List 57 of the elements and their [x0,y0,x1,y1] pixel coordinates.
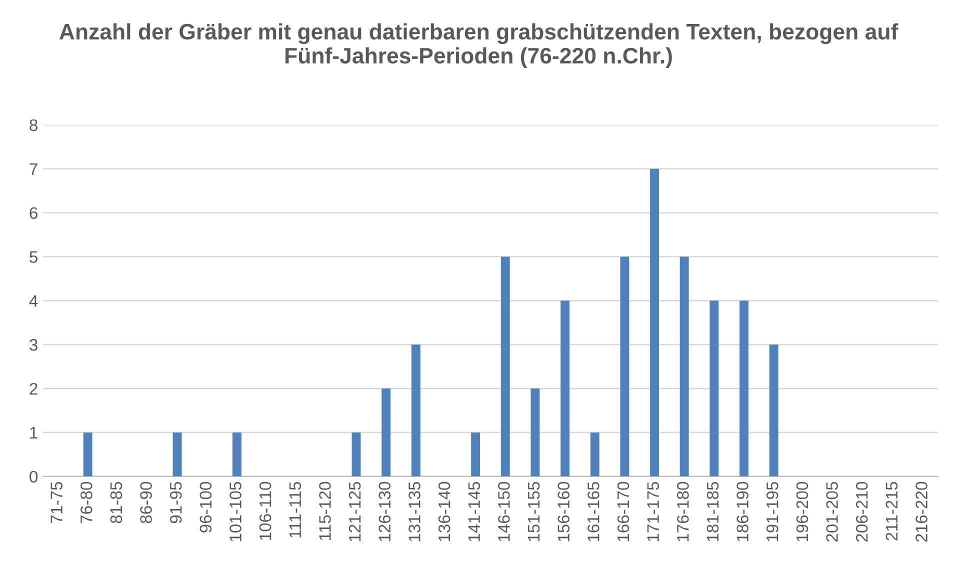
bar [411,344,420,476]
bar [530,388,540,476]
x-tick-label: 196-200 [796,482,808,542]
x-tick-label: 206-210 [856,482,868,542]
bar [382,388,391,476]
x-tick-label: 115-120 [319,482,331,540]
x-tick-label: 111-115 [289,482,302,538]
bar [232,432,242,476]
x-tick-label: 106-110 [259,482,272,540]
x-tick-label: 171-175 [647,482,659,542]
bar [471,432,480,476]
x-tick-label: 101-105 [230,482,242,542]
bar [650,168,659,476]
x-tick-label: 136-140 [438,482,450,542]
bar [352,432,361,476]
x-tick-label: 166-170 [617,482,630,542]
x-tick-label: 91-95 [170,482,182,524]
x-tick-label: 86-90 [140,482,152,524]
x-tick-label: 141-145 [468,482,480,542]
x-tick-label: 211-215 [886,482,898,540]
y-tick-label: 3 [30,339,38,351]
x-tick-label: 191-195 [766,482,778,542]
bar [500,256,510,476]
y-tick-label: 0 [30,470,38,483]
x-tick-label: 161-165 [588,482,600,542]
bar [620,256,630,476]
x-tick-label: 126-130 [378,482,391,542]
x-tick-label: 176-180 [677,482,689,542]
y-tick-label: 8 [30,119,38,132]
y-tick-label: 6 [30,207,38,219]
x-tick-label: 71-75 [50,482,62,524]
bar [560,300,570,476]
x-tick-label: 146-150 [498,482,510,542]
x-tick-label: 76-80 [80,482,92,524]
y-tick-label: 1 [30,427,38,439]
x-tick-label: 201-205 [826,482,838,542]
bar [710,300,719,476]
x-tick-label: 81-85 [110,482,122,524]
x-tick-label: 156-160 [558,482,570,542]
y-tick-label: 7 [30,163,38,175]
x-tick-label: 216-220 [916,482,928,542]
y-tick-label: 5 [30,251,38,263]
y-tick-label: 2 [30,382,38,395]
y-tick-label: 4 [29,295,38,307]
x-tick-label: 121-125 [348,482,361,542]
x-tick-label: 96-100 [200,482,212,532]
chart-title: Anzahl der Gräber mit genau datierbaren grabschützenden Texten, bezogen auf Fünf-Jahres-Perioden (76-220 n.Chr.) [59,23,898,68]
bar [172,432,182,476]
x-tick-label: 181-185 [706,482,719,542]
bar [769,344,778,476]
bar [590,432,600,476]
x-tick-label: 151-155 [528,482,540,542]
x-tick-label: 186-190 [736,482,748,542]
x-tick-label: 131-135 [408,482,420,542]
bar [740,300,748,476]
bar [83,432,92,476]
bar [680,256,689,476]
